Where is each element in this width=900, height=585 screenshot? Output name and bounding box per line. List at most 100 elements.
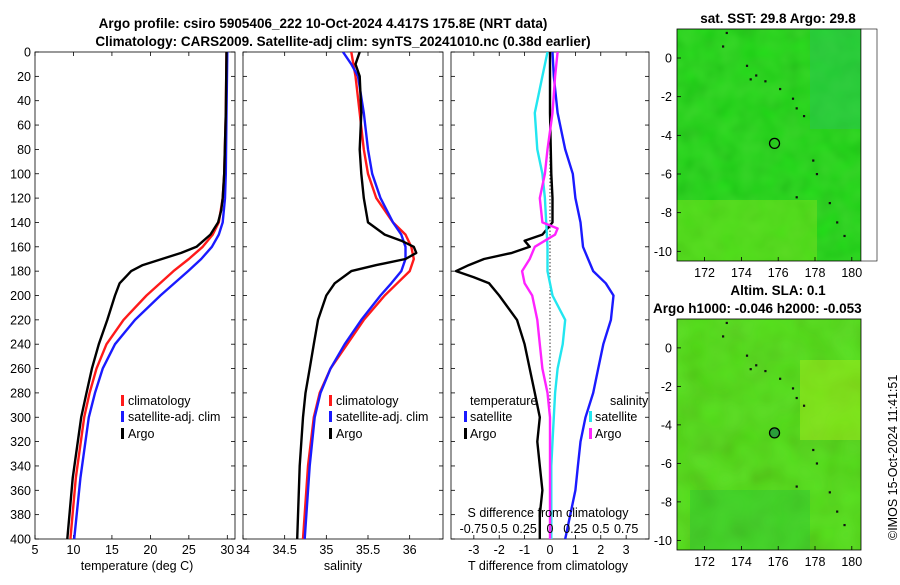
island-speck <box>722 45 725 48</box>
difference-xlabel: T difference from climatology <box>468 559 629 573</box>
series-line-argo <box>296 52 418 539</box>
x-tick-label: -1 <box>519 543 530 557</box>
island-speck <box>725 321 728 325</box>
salinity-lines <box>296 52 418 539</box>
temperature-legend: climatology satellite-adj. clim Argo <box>121 394 220 441</box>
depth-tick-label: 220 <box>10 313 31 327</box>
legend-swatch-argo <box>329 428 332 439</box>
depth-tick-label: 20 <box>17 70 31 84</box>
map-y-tick-label: -4 <box>661 129 672 143</box>
sla-map-title2: Argo h1000: -0.046 h2000: -0.053 <box>653 301 862 316</box>
sst-map-ticks: 172 174 176 178 180 0 -2 -4 -6 -8 -10 <box>654 52 862 281</box>
imos-stamp: ©IMOS 15-Oct-2024 11:41:51 <box>886 375 900 540</box>
map-x-tick-label: 176 <box>768 555 789 569</box>
map-y-tick-label: -10 <box>654 245 672 259</box>
legend-label-temp-argo: Argo <box>470 427 496 441</box>
depth-tick-label: 380 <box>10 508 31 522</box>
difference-legend: temperature salinity satellite Argo sate… <box>464 394 649 441</box>
map-y-tick-label: 0 <box>665 341 672 355</box>
island-speck <box>802 404 806 407</box>
depth-tick-label: 180 <box>10 265 31 279</box>
sla-map-title1: Altim. SLA: 0.1 <box>730 283 826 298</box>
x-tick-label: 20 <box>143 543 157 557</box>
depth-tick-label: 160 <box>10 240 31 254</box>
x-tick-label: 1 <box>572 543 579 557</box>
island-speck <box>745 64 749 67</box>
sla-argo-marker <box>768 427 781 439</box>
depth-tick-label: 80 <box>17 143 31 157</box>
depth-tick-label: 60 <box>17 119 31 133</box>
x-tick-label: 30 <box>220 543 234 557</box>
legend-swatch-climatology <box>121 395 124 406</box>
island-speck <box>725 31 728 35</box>
salinity-difference-tick-label: 0.25 <box>512 522 536 536</box>
salinity-difference-tick-label: 0.75 <box>614 522 638 536</box>
salinity-difference-tick-label: 0.5 <box>592 522 609 536</box>
map-y-tick-label: -4 <box>661 418 672 432</box>
island-speck <box>791 97 795 100</box>
x-tick-label: -3 <box>468 543 479 557</box>
sla-map-texture <box>677 319 861 550</box>
depth-tick-label: 240 <box>10 338 31 352</box>
sst-map-warm-patch <box>810 29 861 129</box>
sst-map-title: sat. SST: 29.8 Argo: 29.8 <box>700 11 856 26</box>
map-y-tick-label: -6 <box>661 457 672 471</box>
legend-swatch-temp-argo <box>464 428 467 439</box>
island-speck <box>779 377 782 380</box>
salinity-axes <box>242 51 444 540</box>
sst-map-cool-patch <box>677 200 817 261</box>
legend-label-argo: Argo <box>336 427 362 441</box>
legend-label-satellite: satellite-adj. clim <box>128 410 220 424</box>
island-speck <box>815 173 819 176</box>
island-speck <box>745 354 749 357</box>
map-y-tick-label: -8 <box>661 206 672 220</box>
series-line-argo <box>66 52 228 539</box>
depth-axis-ticks: 0 20 40 60 80 100 120 140 160 180 200 220 240 260 280 3… <box>10 46 649 547</box>
legend-swatch-satellite <box>121 411 124 422</box>
depth-tick-label: 0 <box>24 46 31 60</box>
island-speck <box>836 221 839 224</box>
x-tick-label: 15 <box>105 543 119 557</box>
depth-tick-label: 320 <box>10 435 31 449</box>
salinity-xlabel: salinity <box>324 559 363 573</box>
island-speck <box>749 78 752 81</box>
island-speck <box>795 396 798 400</box>
depth-tick-label: 280 <box>10 386 31 400</box>
series-line-satellite-adj-clim <box>73 52 229 539</box>
map-x-tick-label: 172 <box>694 266 715 280</box>
series-line-temperature-argo <box>454 52 554 539</box>
legend-swatch-argo <box>121 428 124 439</box>
sst-argo-marker <box>768 137 781 150</box>
island-speck <box>836 510 839 513</box>
temperature-xlabel: temperature (deg C) <box>81 559 194 573</box>
legend-title-temperature: temperature <box>470 394 537 408</box>
map-y-tick-label: -6 <box>661 168 672 182</box>
salinity-difference-tick-label: -0.75 <box>460 522 489 536</box>
legend-swatch-climatology <box>329 395 332 406</box>
difference-lines <box>454 52 615 539</box>
temperature-x-ticks: 5 10 15 20 25 30 <box>32 52 234 557</box>
legend-label-satellite: satellite-adj. clim <box>336 410 428 424</box>
legend-title-salinity: salinity <box>610 394 649 408</box>
series-line-temperature-satellite <box>551 52 615 539</box>
depth-tick-label: 300 <box>10 411 31 425</box>
x-tick-label: 34 <box>236 543 250 557</box>
x-tick-label: 35 <box>319 543 333 557</box>
x-tick-label: -2 <box>494 543 505 557</box>
legend-swatch-sal-argo <box>589 428 592 439</box>
sst-colorbar <box>860 28 878 262</box>
island-speck <box>779 87 782 91</box>
island-speck <box>812 159 815 162</box>
x-tick-label: 2 <box>597 543 604 557</box>
legend-label-sal-satellite: satellite <box>595 410 637 424</box>
x-tick-label: 34.5 <box>272 543 296 557</box>
map-y-tick-label: -10 <box>654 534 672 548</box>
salinity-difference-tick-label: 0.5 <box>491 522 508 536</box>
legend-swatch-satellite <box>329 411 332 422</box>
map-x-tick-label: 178 <box>805 555 826 569</box>
salinity-difference-ticks: -0.75 0.5 0.25 0 0.25 0.5 0.75 <box>460 522 639 536</box>
map-y-tick-label: -2 <box>661 380 672 394</box>
temperature-lines <box>66 52 229 539</box>
island-speck <box>828 202 831 205</box>
